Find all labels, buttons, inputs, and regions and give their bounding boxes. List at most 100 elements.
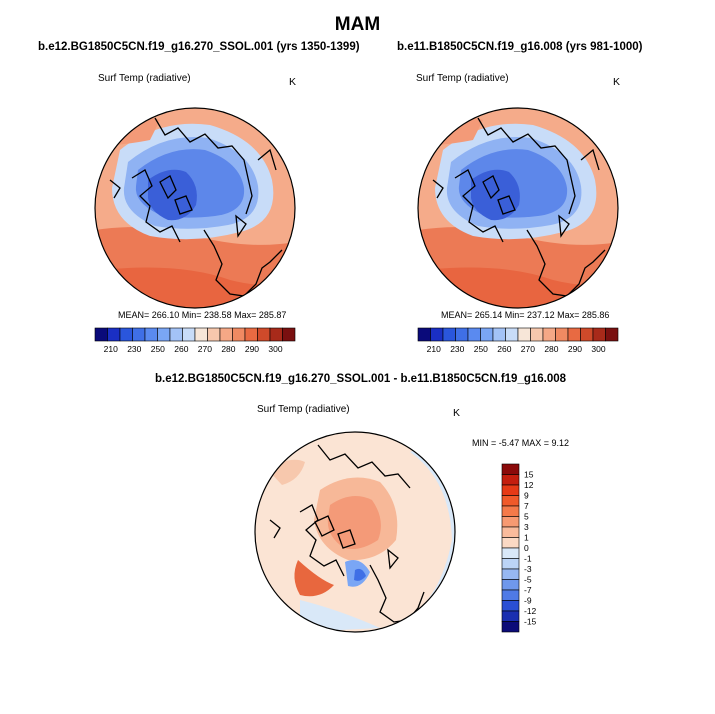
panel3-case-title: b.e12.BG1850C5CN.f19_g16.270_SSOL.001 - …	[155, 373, 567, 385]
panel2-variable-label: Surf Temp (radiative)	[416, 73, 509, 84]
colorbar2-tick-label: 290	[568, 344, 582, 354]
colorbar2-swatch	[555, 327, 569, 342]
colorbar3-swatch	[501, 463, 520, 475]
colorbar3-tick-label: 7	[524, 501, 529, 511]
colorbar3-swatch	[501, 474, 520, 486]
colorbar1-swatch	[257, 327, 271, 342]
colorbar2-swatch	[517, 327, 531, 342]
panel2-case-title: b.e11.B1850C5CN.f19_g16.008 (yrs 981-100…	[397, 41, 643, 53]
colorbar1-swatch	[132, 327, 146, 342]
colorbar3-tick-label: 1	[524, 533, 529, 543]
colorbar3-tick-label: 12	[524, 480, 534, 490]
colorbar3-tick-label: -5	[524, 575, 532, 585]
colorbar2-swatch	[592, 327, 606, 342]
colorbar3-swatch	[501, 600, 520, 612]
colorbar1-swatch	[219, 327, 233, 342]
map3-strong-cool-anomaly	[354, 568, 366, 581]
colorbar1-swatch	[207, 327, 221, 342]
panel2-units-label: K	[613, 76, 621, 88]
colorbar3-swatch	[501, 484, 520, 496]
colorbar2-swatch	[455, 327, 469, 342]
colorbar1-swatch	[107, 327, 121, 342]
map1-coastlines	[109, 117, 283, 297]
colorbar1-swatch	[157, 327, 171, 342]
colorbar2-swatch	[542, 327, 556, 342]
panel1-stats: MEAN= 266.10 Min= 238.58 Max= 285.87	[118, 310, 287, 320]
colorbar2-tick-label: 250	[474, 344, 488, 354]
colorbar2-swatch	[417, 327, 431, 342]
map2-polar-plot	[417, 107, 619, 309]
colorbar2-tick-label: 260	[497, 344, 511, 354]
panel1-variable-label: Surf Temp (radiative)	[98, 73, 191, 84]
colorbar2-swatch	[580, 327, 594, 342]
colorbar2-tick-label: 210	[427, 344, 441, 354]
colorbar3-swatch	[501, 505, 520, 517]
colorbar1-tick-label: 250	[151, 344, 165, 354]
figure-title: MAM	[334, 14, 381, 35]
colorbar2-swatch	[567, 327, 581, 342]
colorbar3-tick-label: -12	[524, 606, 537, 616]
colorbar1-swatch	[282, 327, 296, 342]
colorbar3-tick-label: -15	[524, 617, 537, 627]
colorbar2-tick-label: 300	[591, 344, 605, 354]
colorbar3-tick-label: 9	[524, 491, 529, 501]
colorbar1-swatch	[94, 327, 108, 342]
colorbar3-swatch	[501, 589, 520, 601]
colorbar3-swatch	[501, 516, 520, 528]
colorbar1-tick-label: 230	[127, 344, 141, 354]
colorbar3-tick-label: 0	[524, 543, 529, 553]
panel2-stats: MEAN= 265.14 Min= 237.12 Max= 285.86	[441, 310, 610, 320]
map1-polar-plot	[94, 107, 296, 309]
panel1-case-title: b.e12.BG1850C5CN.f19_g16.270_SSOL.001 (y…	[38, 41, 360, 53]
colorbar2-swatch	[480, 327, 494, 342]
colorbar1-swatch	[169, 327, 183, 342]
colorbar1-tick-label: 290	[245, 344, 259, 354]
colorbar1-swatch	[232, 327, 246, 342]
colorbar3-tick-label: 5	[524, 512, 529, 522]
colorbar3-swatch	[501, 579, 520, 591]
map1-border	[94, 107, 296, 309]
colorbar1-swatch	[244, 327, 258, 342]
colorbar3-swatch	[501, 558, 520, 570]
colorbar2-swatch	[467, 327, 481, 342]
colorbar3-swatch	[501, 568, 520, 580]
colorbar1-tick-label: 260	[174, 344, 188, 354]
colorbar2-swatch	[530, 327, 544, 342]
colorbar1-swatch	[269, 327, 283, 342]
colorbar1-tick-label: 210	[104, 344, 118, 354]
colorbar1-swatch	[194, 327, 208, 342]
colorbar1-tick-label: 300	[268, 344, 282, 354]
map3-warmer-anomaly-central	[327, 496, 381, 549]
map3-coastlines	[269, 444, 425, 623]
colorbar1-swatch	[182, 327, 196, 342]
colorbar3-tick-label: -7	[524, 585, 532, 595]
colorbar1: 210 230 250 260 270 280 290 300	[94, 327, 296, 354]
colorbar3-tick-label: -9	[524, 596, 532, 606]
panel1-units-label: K	[289, 76, 297, 88]
colorbar1-swatch	[119, 327, 133, 342]
colorbar3-swatch	[501, 495, 520, 507]
map2-coastlines	[432, 117, 606, 297]
colorbar2-swatch	[605, 327, 619, 342]
map3-polar-plot	[254, 431, 456, 633]
map3-strong-warm-anomaly	[294, 560, 334, 597]
colorbar2: 210 230 250 260 270 280 290 300	[417, 327, 619, 354]
colorbar3-swatch	[501, 526, 520, 538]
colorbar2-tick-label: 270	[521, 344, 535, 354]
panel3-variable-label: Surf Temp (radiative)	[257, 404, 350, 415]
colorbar3-swatch	[501, 537, 520, 549]
colorbar1-swatch	[144, 327, 158, 342]
panel3-stats: MIN = -5.47 MAX = 9.12	[472, 438, 570, 448]
colorbar1-tick-label: 270	[198, 344, 212, 354]
colorbar2-tick-label: 230	[450, 344, 464, 354]
colorbar3-swatch	[501, 621, 520, 633]
map2-border	[417, 107, 619, 309]
colorbar3-tick-label: -3	[524, 564, 532, 574]
colorbar3-tick-label: 15	[524, 470, 534, 480]
colorbar2-swatch	[442, 327, 456, 342]
map3-border	[254, 431, 456, 633]
colorbar3-swatch	[501, 547, 520, 559]
colorbar2-swatch	[430, 327, 444, 342]
